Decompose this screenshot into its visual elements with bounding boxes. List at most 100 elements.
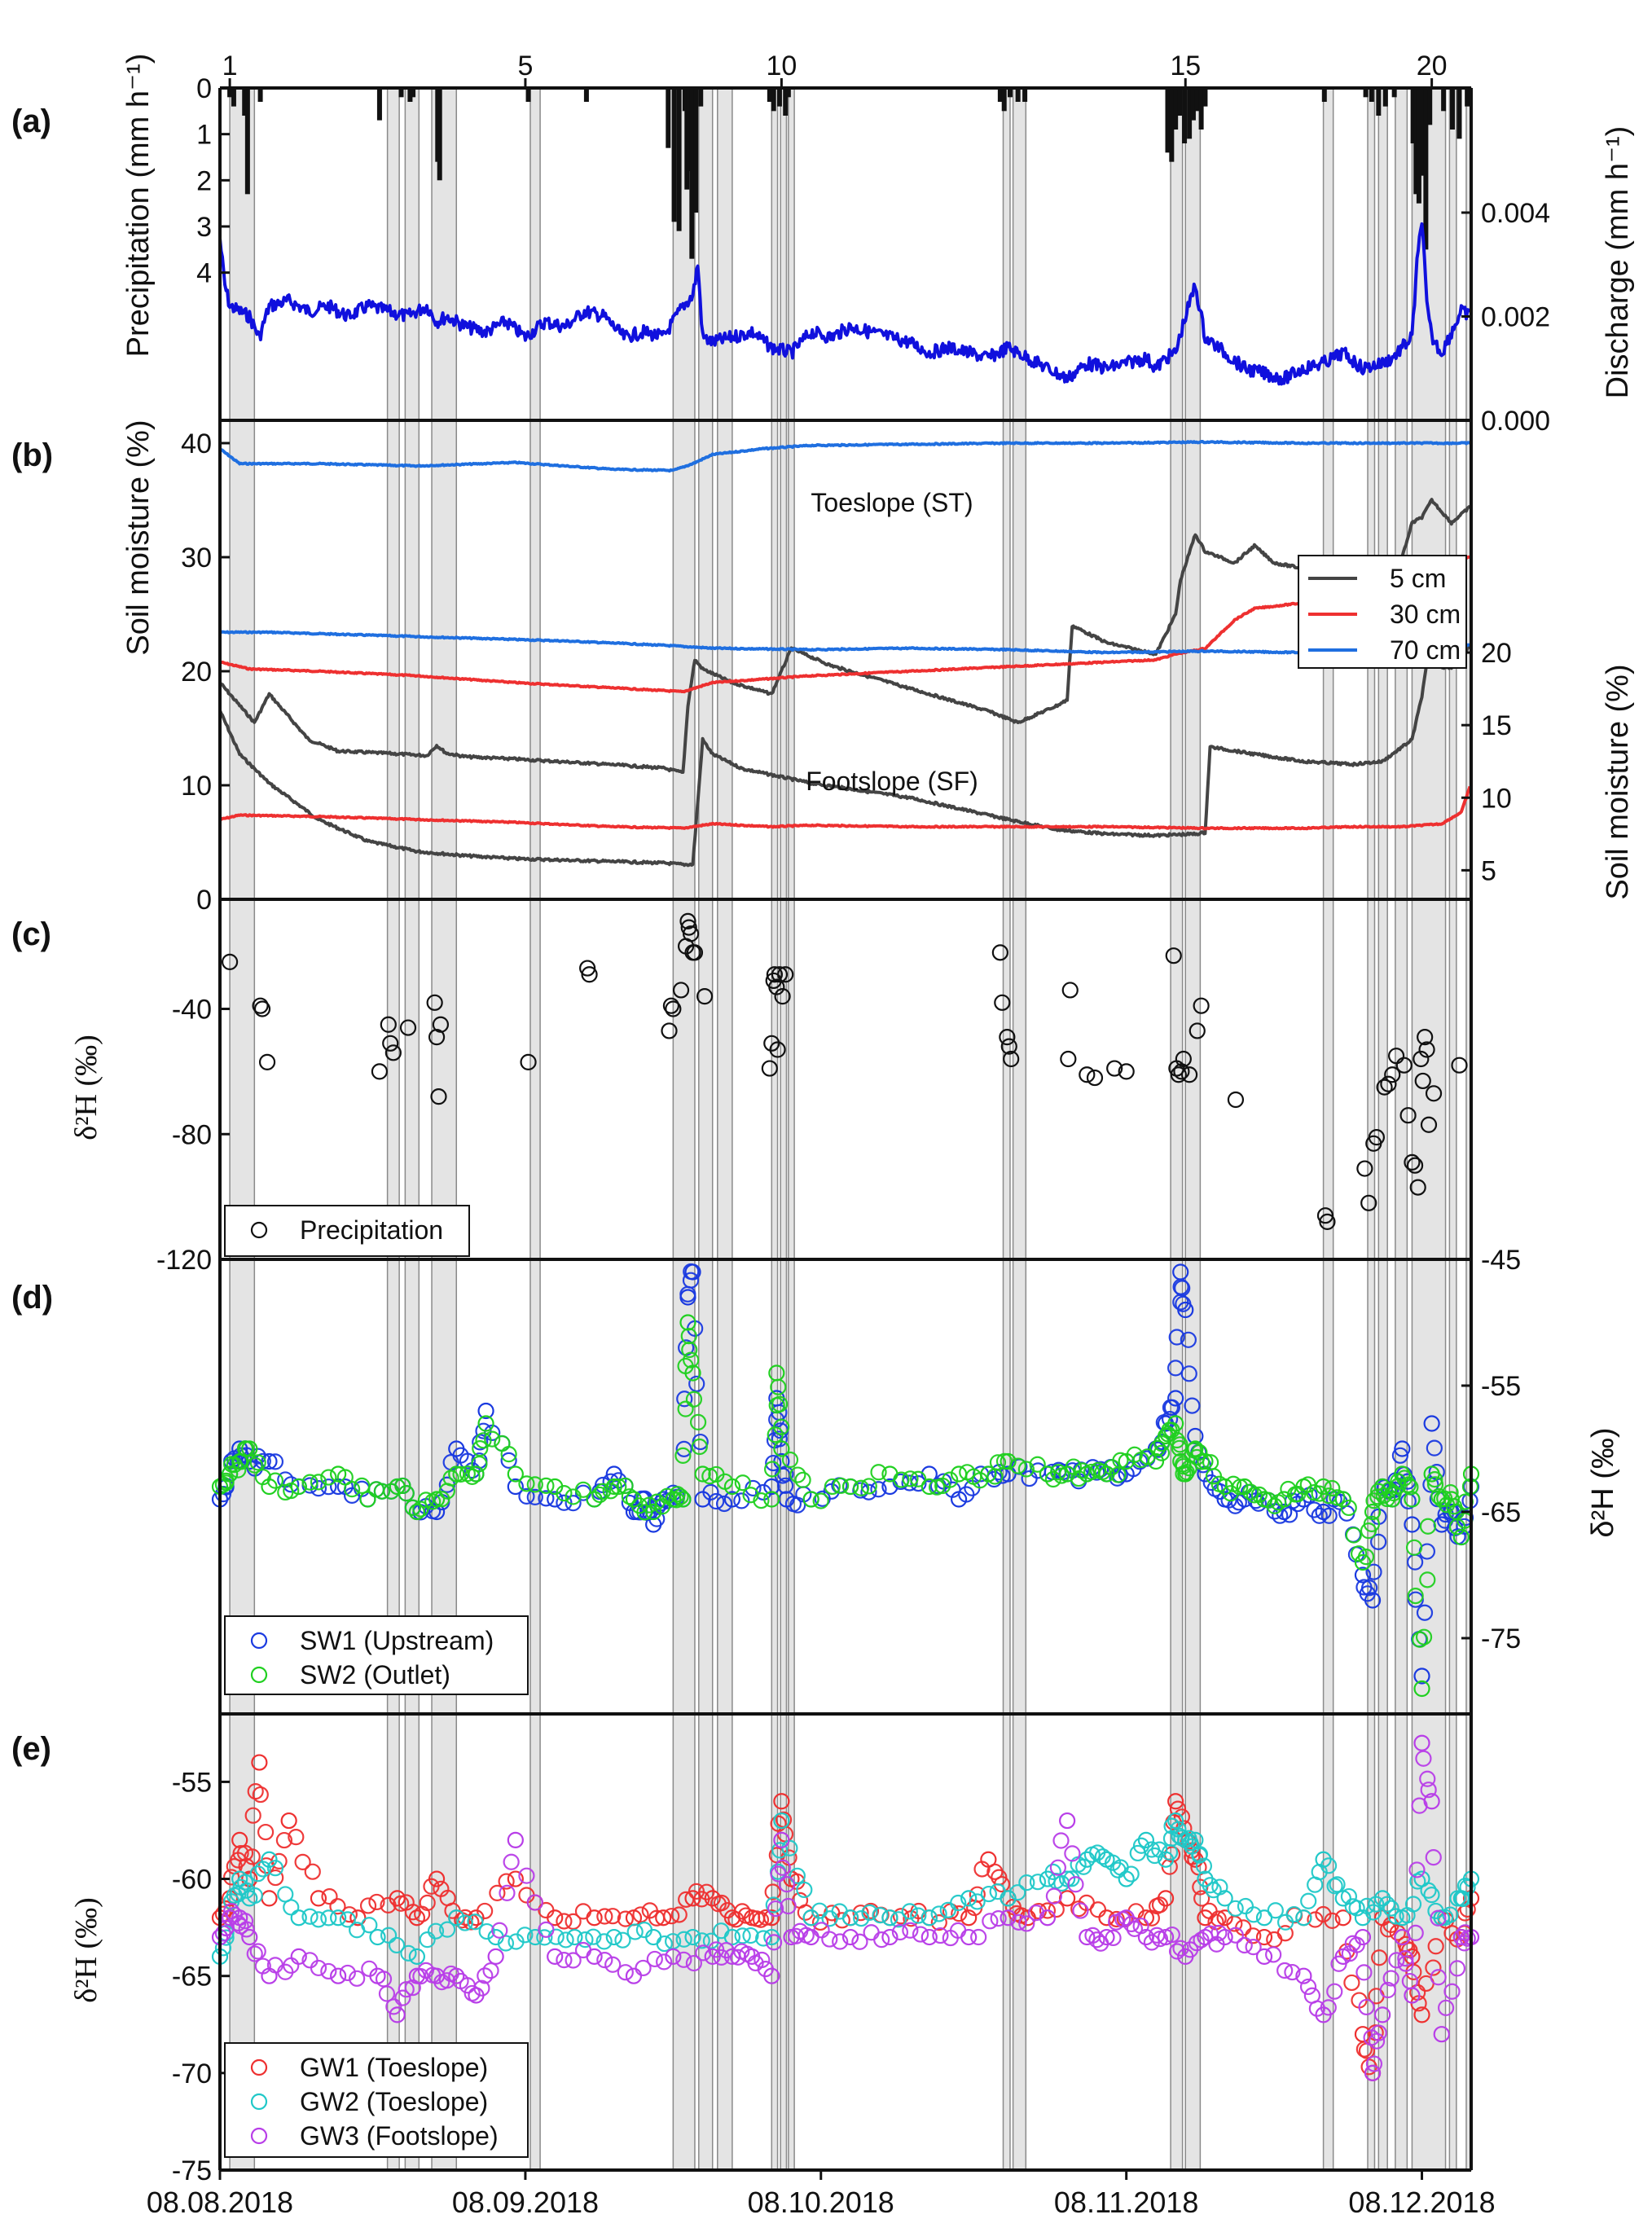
figure-frame: 1 5 10 15 20(a)(b)(c)(d)(e)08.08.2018 08.09.2… (11, 51, 1496, 2219)
precip-bar (1363, 88, 1369, 98)
groundwater-isotope-point (910, 1907, 927, 1924)
stream-isotope-point (1000, 1452, 1017, 1470)
groundwater-isotope-point (1408, 1861, 1426, 1878)
groundwater-isotope-point (1307, 1911, 1324, 1928)
groundwater-isotope-point (321, 1888, 338, 1905)
precip-isotope-point (768, 978, 785, 995)
stream-isotope-point (442, 1470, 459, 1487)
stream-isotope-point (1250, 1486, 1268, 1503)
groundwater-isotope-point (1374, 2006, 1391, 2023)
groundwater-isotope-point (1437, 1999, 1455, 2016)
y-tick-label: -75 (172, 2155, 212, 2186)
groundwater-isotope-point (252, 1786, 269, 1804)
groundwater-isotope-point (1188, 1935, 1206, 1952)
groundwater-isotope-point (1067, 1876, 1084, 1893)
groundwater-isotope-point (755, 1930, 772, 1947)
groundwater-isotope-point (663, 1908, 680, 1925)
precip-isotope-point (1086, 1069, 1104, 1087)
groundwater-isotope-point (389, 2006, 406, 2023)
precip-isotope-point (763, 1035, 780, 1052)
groundwater-isotope-point (1389, 1924, 1406, 1941)
stream-isotope-point (1365, 1492, 1382, 1509)
precip-bar (1165, 88, 1171, 153)
groundwater-isotope-point (1044, 1863, 1061, 1880)
groundwater-isotope-point (656, 1935, 673, 1953)
stream-isotope-point (676, 1391, 693, 1408)
panel-d: -45 -55 -65 -75 δ²H (‰) SW1 (Upstream) SW2 (Ou… (211, 1245, 1620, 1698)
groundwater-isotope-point (1404, 1987, 1421, 2004)
legend-label: 70 cm (1390, 635, 1461, 665)
precip-isotope-point (991, 944, 1008, 961)
groundwater-isotope-point (349, 1909, 367, 1927)
stream-isotope-point (1174, 1280, 1191, 1297)
precip-bar (693, 88, 699, 213)
stream-isotope-point (781, 1451, 799, 1469)
stream-isotope-point (763, 1491, 780, 1508)
precip-isotope-point (1170, 1066, 1187, 1083)
groundwater-isotope-point (665, 1948, 682, 1965)
precip-isotope-point (430, 1088, 447, 1105)
groundwater-isotope-point (1443, 1925, 1461, 1942)
precip-bar (767, 88, 772, 102)
legend-label: GW1 (Toeslope) (300, 2053, 488, 2082)
stream-isotope-point (715, 1495, 733, 1513)
groundwater-isotope-point (1365, 2055, 1383, 2072)
groundwater-isotope-point (310, 1911, 327, 1928)
groundwater-isotope-point (482, 1962, 499, 1979)
stream-isotope-point (1306, 1501, 1323, 1518)
y-tick-label-right: 5 (1481, 855, 1496, 886)
groundwater-isotope-point (339, 1911, 356, 1928)
groundwater-isotope-point (1216, 1909, 1233, 1927)
event-band (404, 87, 420, 2171)
groundwater-isotope-point (290, 1948, 307, 1965)
groundwater-isotope-point (632, 1906, 649, 1923)
groundwater-isotope-point (419, 1931, 436, 1949)
groundwater-isotope-point (516, 1927, 534, 1944)
groundwater-isotope-point (969, 1886, 986, 1903)
groundwater-isotope-point (304, 1863, 321, 1880)
precip-bar (1456, 88, 1462, 139)
y-axis-label: δ²H (‰) (69, 1035, 103, 1140)
precip-bar (411, 88, 416, 98)
groundwater-isotope-point (1137, 1831, 1154, 1848)
groundwater-isotope-point (1105, 1929, 1122, 1947)
soil-moisture-line (218, 440, 1470, 473)
groundwater-isotope-point (290, 1909, 307, 1927)
stream-isotope-point (860, 1483, 877, 1500)
stream-isotope-point (773, 1418, 790, 1435)
groundwater-isotope-point (1371, 1949, 1388, 1966)
groundwater-isotope-point (1324, 1912, 1341, 1929)
groundwater-isotope-point (1433, 2026, 1450, 2043)
stream-isotope-point (417, 1492, 435, 1509)
groundwater-isotope-point (221, 1909, 239, 1927)
groundwater-isotope-point (685, 1954, 702, 1972)
stream-isotope-point (1394, 1440, 1411, 1457)
stream-isotope-point (1365, 1563, 1382, 1580)
precip-bar (1423, 88, 1429, 250)
stream-isotope-point (1168, 1329, 1185, 1346)
groundwater-isotope-point (780, 1897, 797, 1915)
groundwater-isotope-point (655, 1909, 672, 1927)
stream-isotope-point (1404, 1491, 1421, 1508)
stream-isotope-point (1413, 1680, 1430, 1698)
legend-marker (250, 2127, 268, 2145)
groundwater-isotope-point (980, 1885, 997, 1903)
precip-bar (407, 88, 413, 102)
groundwater-isotope-point (821, 1931, 838, 1948)
precip-bar (1410, 88, 1416, 143)
stream-isotope-point (472, 1440, 489, 1457)
precip-isotope-point (1418, 1041, 1435, 1058)
groundwater-isotope-point (478, 1922, 495, 1940)
groundwater-isotope-point (1029, 1874, 1047, 1891)
groundwater-isotope-point (960, 1890, 978, 1907)
stream-isotope-point (1391, 1447, 1409, 1464)
stream-isotope-point (459, 1452, 476, 1470)
groundwater-isotope-point (1000, 1909, 1017, 1927)
stream-isotope-point (1415, 1628, 1433, 1645)
groundwater-isotope-point (261, 1851, 278, 1868)
stream-isotope-point (1340, 1499, 1357, 1517)
event-band (529, 87, 541, 2171)
groundwater-isotope-point (892, 1908, 910, 1925)
groundwater-isotope-point (1420, 1782, 1437, 1799)
legend-label: SW1 (Upstream) (300, 1626, 494, 1655)
